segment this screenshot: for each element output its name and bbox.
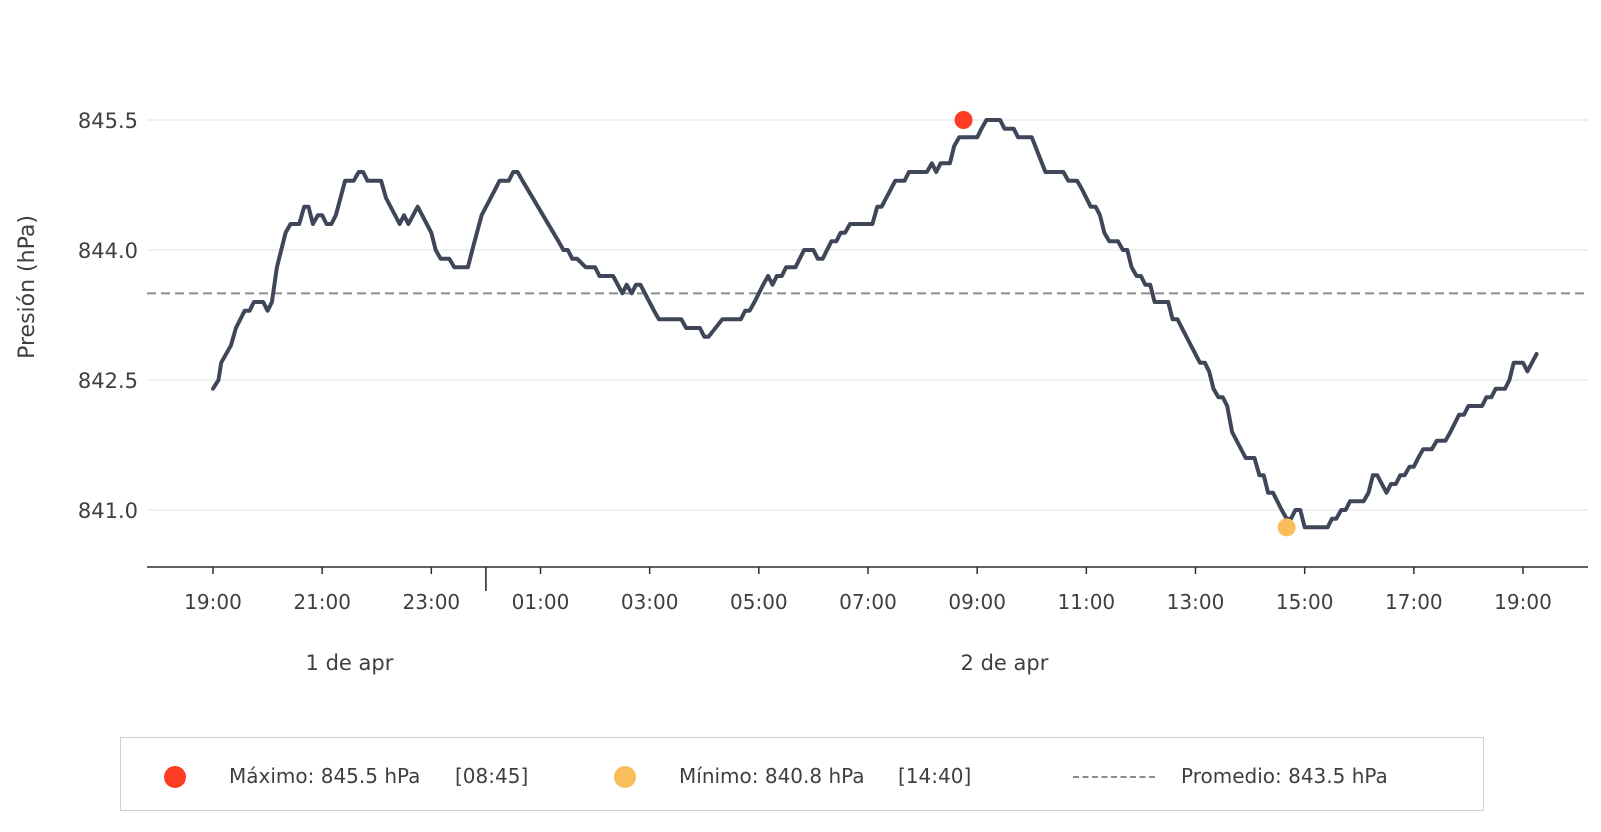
x-tick-label: 11:00 [1058,590,1116,614]
min-point-marker [1277,518,1296,537]
x-tick-label: 13:00 [1167,590,1225,614]
y-axis-label: Presión (hPa) [15,215,40,359]
date-label: 1 de apr [306,651,394,675]
max-marker-icon [164,766,186,788]
y-axis-ticks: 845.5 844.0 842.5 841.0 [78,109,138,523]
x-tick-label: 09:00 [948,590,1006,614]
x-tick-label: 17:00 [1385,590,1443,614]
legend: Máximo: 845.5 hPa [08:45] Mínimo: 840.8 … [120,737,1484,811]
legend-min-label: Mínimo: 840.8 hPa [679,764,865,788]
x-tick-label: 19:00 [1494,590,1552,614]
x-tick-label: 19:00 [184,590,242,614]
legend-min-time: [14:40] [898,764,972,788]
legend-avg-label: Promedio: 843.5 hPa [1181,764,1388,788]
extreme-markers [954,111,1296,537]
x-tick-label: 07:00 [839,590,897,614]
legend-max-label: Máximo: 845.5 hPa [229,764,421,788]
legend-max-time: [08:45] [455,764,529,788]
x-axis: 19:00 21:00 23:00 01:00 03:00 05:00 07:00 09:00… [147,566,1588,675]
y-tick-label: 845.5 [78,109,138,133]
x-tick-label: 01:00 [512,590,570,614]
min-marker-icon [614,766,636,788]
y-tick-label: 842.5 [78,369,138,393]
x-tick-label: 23:00 [403,590,461,614]
average-dash-icon [1073,776,1155,778]
y-tick-label: 844.0 [78,239,138,263]
grid-lines [147,119,1588,511]
max-point-marker [954,111,973,129]
y-tick-label: 841.0 [78,499,138,523]
x-tick-label: 21:00 [293,590,351,614]
x-tick-label: 05:00 [730,590,788,614]
x-tick-label: 03:00 [621,590,679,614]
date-label: 2 de apr [961,651,1049,675]
x-tick-label: 15:00 [1276,590,1334,614]
pressure-series-line [211,118,1539,530]
